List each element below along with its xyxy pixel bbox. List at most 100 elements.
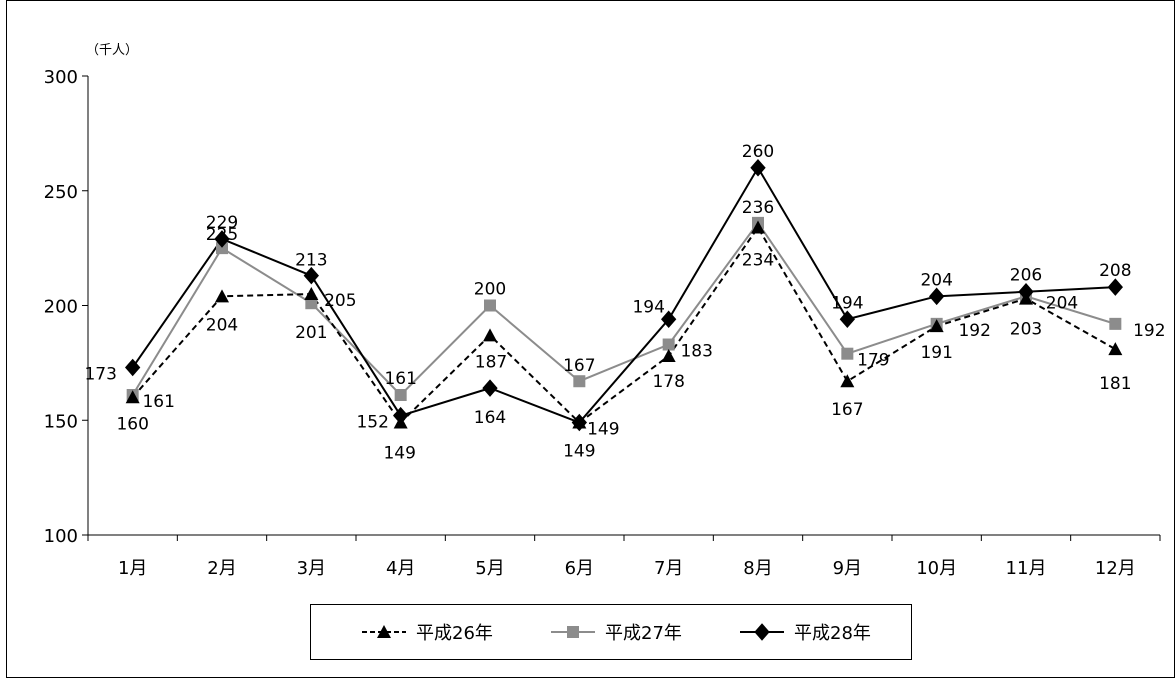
data-point-marker	[482, 379, 498, 397]
data-label: 213	[295, 251, 327, 271]
x-tick-label: 5月	[475, 558, 504, 579]
x-tick-label: 8月	[743, 558, 772, 579]
data-label: 203	[1010, 320, 1042, 340]
x-tick-label: 9月	[833, 558, 862, 579]
tick-labels: 100 150 200 250 300 1月 2月 3月 4月 5月 6月 7月 8月 9月 10月 11月 1…	[44, 67, 1136, 579]
x-tick-label: 11月	[1006, 558, 1047, 579]
x-tick-label: 3月	[297, 558, 326, 579]
data-label: 236	[742, 198, 774, 218]
data-label: 173	[84, 364, 116, 384]
legend-label: 平成28年	[794, 623, 871, 644]
data-label: 204	[1046, 293, 1078, 313]
data-point-marker	[125, 358, 141, 377]
y-tick-label: 200	[44, 297, 78, 318]
x-tick-label: 7月	[654, 558, 683, 579]
data-label: 183	[680, 342, 712, 362]
x-tick-label: 6月	[565, 558, 594, 579]
data-point-marker	[393, 406, 409, 425]
data-point-marker	[305, 297, 318, 310]
y-tick-label: 250	[44, 182, 78, 203]
series-line-3	[131, 165, 1116, 424]
data-point-marker	[1107, 278, 1123, 296]
x-tick-label: 10月	[916, 558, 957, 579]
chart-frame	[6, 0, 1175, 678]
data-point-marker	[841, 347, 854, 360]
series-line-2	[131, 221, 1116, 397]
data-point-marker	[571, 413, 587, 432]
data-label: 149	[587, 420, 619, 440]
legend-marker	[567, 626, 579, 638]
y-tick-label: 150	[44, 411, 78, 432]
data-point-marker	[304, 287, 319, 301]
data-label: 191	[920, 343, 952, 363]
data-label: 204	[206, 315, 238, 335]
data-label: 204	[920, 270, 952, 290]
data-point-marker	[840, 374, 855, 388]
data-point-marker	[661, 310, 677, 329]
legend-box	[310, 604, 912, 660]
data-label: 192	[958, 321, 990, 341]
data-point-marker	[929, 319, 944, 333]
data-point-marker	[303, 266, 319, 285]
data-point-marker	[484, 299, 496, 312]
data-point-marker	[216, 242, 228, 255]
data-label: 149	[383, 444, 415, 464]
series-markers	[125, 159, 1123, 432]
data-point-marker	[929, 287, 945, 306]
data-label: 179	[857, 351, 889, 371]
data-point-marker	[662, 338, 675, 351]
axes	[82, 75, 1161, 541]
series-lines	[131, 165, 1116, 425]
x-tick-label: 2月	[207, 558, 236, 579]
data-label: 164	[474, 408, 506, 428]
data-labels: 160 204 205 149 187 149 178 234 167 191 203 181 161 2…	[84, 142, 1165, 464]
y-tick-label: 300	[44, 67, 78, 88]
data-point-marker	[1018, 282, 1034, 301]
data-point-marker	[751, 220, 765, 234]
data-label: 167	[563, 356, 595, 376]
data-label: 200	[474, 280, 506, 300]
data-label: 161	[384, 369, 416, 389]
data-point-marker	[394, 389, 407, 402]
data-label: 149	[563, 442, 595, 462]
legend-marker	[377, 625, 391, 638]
data-point-marker	[1109, 317, 1122, 330]
data-label: 205	[324, 291, 356, 311]
data-label: 187	[475, 352, 507, 372]
x-tick-label: 1月	[118, 558, 147, 579]
data-label: 152	[356, 413, 388, 433]
data-point-marker	[750, 159, 766, 177]
data-label: 260	[742, 142, 774, 162]
data-label: 161	[142, 392, 174, 412]
data-label: 167	[831, 400, 863, 420]
data-label: 181	[1099, 374, 1131, 394]
data-point-marker	[483, 328, 497, 342]
data-label: 194	[831, 293, 863, 313]
data-label: 178	[652, 372, 684, 392]
data-label: 208	[1099, 261, 1131, 281]
data-label: 201	[295, 323, 327, 343]
legend: 平成26年 平成27年 平成28年	[310, 604, 912, 660]
data-label: 160	[116, 414, 148, 434]
data-label: 234	[742, 250, 774, 270]
unit-label: （千人）	[86, 43, 138, 58]
legend-label: 平成26年	[416, 623, 493, 644]
legend-label: 平成27年	[605, 623, 682, 644]
y-tick-label: 100	[44, 526, 78, 547]
data-label: 229	[206, 213, 238, 233]
data-point-marker	[661, 348, 676, 362]
data-point-marker	[214, 230, 230, 248]
data-point-marker	[125, 390, 140, 404]
data-label: 192	[1133, 321, 1165, 341]
x-tick-label: 12月	[1095, 558, 1136, 579]
data-point-marker	[839, 310, 855, 329]
data-label: 194	[632, 297, 664, 317]
data-point-marker	[573, 375, 586, 388]
data-label: 225	[206, 225, 238, 245]
data-point-marker	[215, 289, 229, 303]
data-label: 206	[1010, 266, 1042, 286]
legend-marker	[754, 623, 770, 641]
x-tick-label: 4月	[386, 558, 415, 579]
